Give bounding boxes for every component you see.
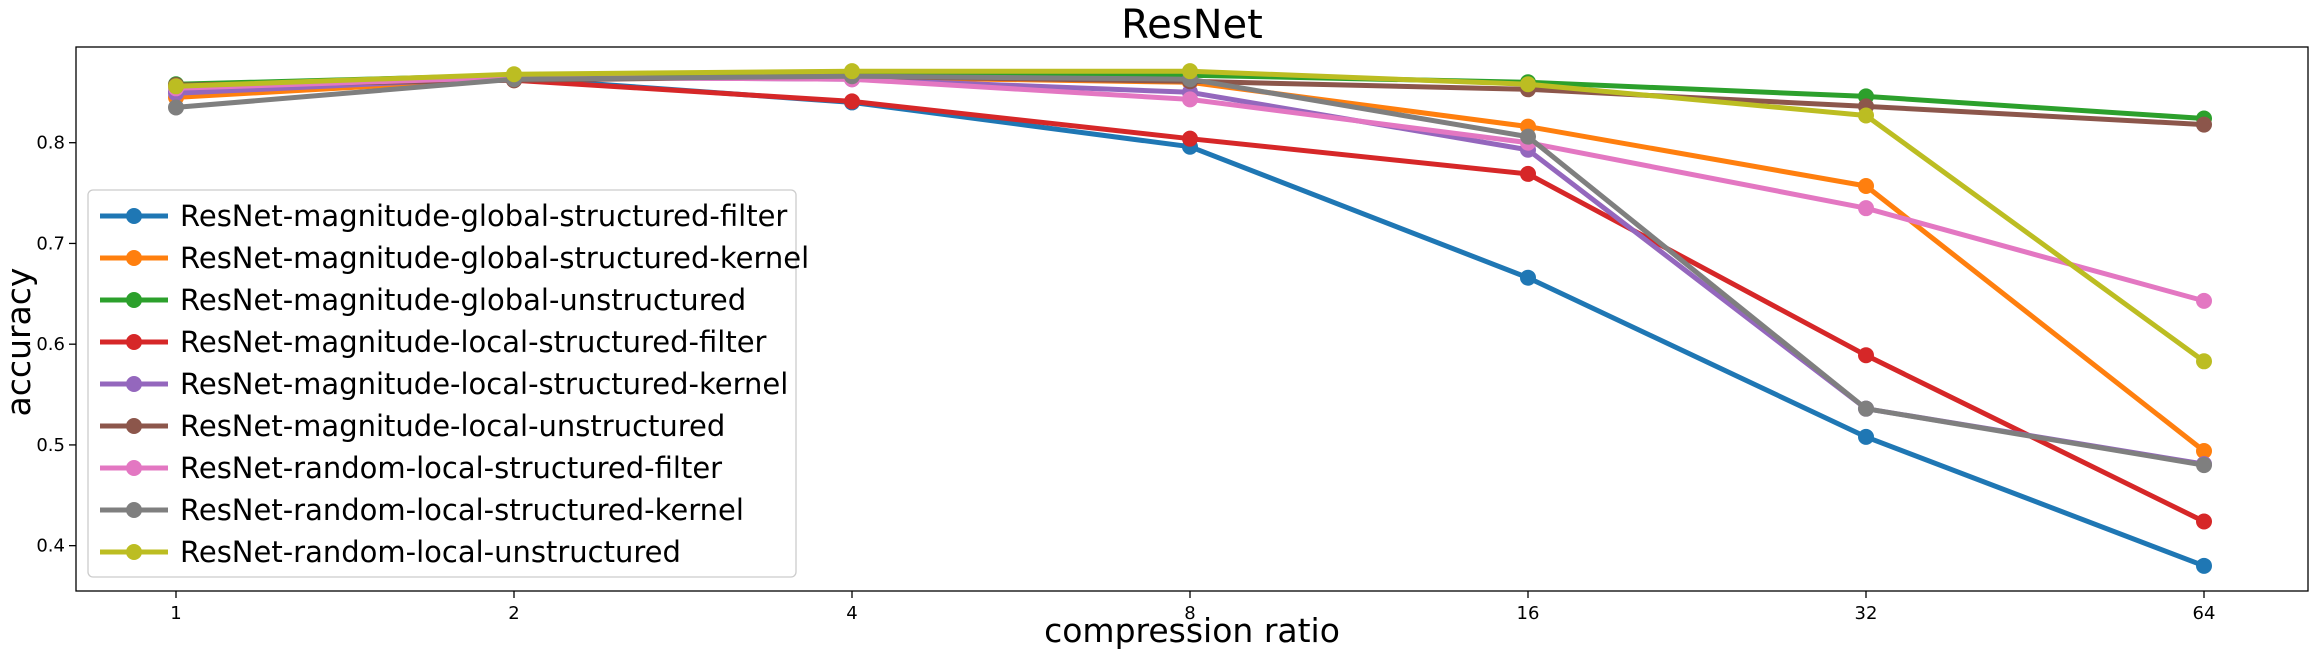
plot-frame (75, 46, 2309, 592)
legend-item: ResNet-magnitude-global-structured-filte… (100, 199, 787, 233)
data-point (1858, 107, 1874, 124)
x-tick-label: 64 (2193, 603, 2216, 624)
data-point (844, 63, 860, 80)
legend-swatch-marker (126, 544, 142, 560)
x-tick-label: 4 (846, 603, 857, 624)
legend-swatch-marker (126, 334, 142, 350)
y-axis-label: accuracy (0, 268, 38, 417)
y-tick-label: 0.5 (36, 435, 65, 456)
data-point (1858, 200, 1874, 217)
x-tick-label: 2 (508, 603, 519, 624)
legend: ResNet-magnitude-global-structured-filte… (87, 189, 809, 578)
legend-swatch-marker (126, 460, 142, 476)
legend-label: ResNet-random-local-structured-filter (180, 451, 722, 485)
data-point (2196, 353, 2212, 370)
series-9 (168, 63, 2212, 370)
data-point (168, 99, 184, 116)
data-point (2196, 116, 2212, 133)
data-point (1520, 128, 1536, 145)
legend-item: ResNet-magnitude-local-unstructured (100, 409, 725, 443)
data-point (1182, 63, 1198, 80)
legend-item: ResNet-random-local-structured-kernel (100, 493, 744, 527)
data-point (1520, 269, 1536, 286)
data-point (1182, 91, 1198, 108)
legend-label: ResNet-magnitude-local-structured-filter (180, 325, 767, 359)
data-point (2196, 292, 2212, 309)
legend-swatch-marker (126, 208, 142, 224)
x-tick-label: 8 (1184, 603, 1195, 624)
data-point (1858, 347, 1874, 364)
legend-swatch-marker (126, 376, 142, 392)
data-point (2196, 442, 2212, 459)
data-point (1182, 130, 1198, 147)
series-lines (168, 63, 2212, 574)
x-axis-label: compression ratio (1044, 611, 1340, 650)
data-point (168, 78, 184, 95)
legend-swatch-marker (126, 502, 142, 518)
legend-swatch-marker (126, 418, 142, 434)
data-point (1520, 165, 1536, 182)
data-point (1858, 400, 1874, 417)
data-point (506, 66, 522, 83)
x-tick-label: 32 (1855, 603, 1878, 624)
legend-item: ResNet-random-local-unstructured (100, 535, 681, 569)
legend-box (87, 189, 797, 578)
legend-label: ResNet-random-local-unstructured (180, 535, 681, 569)
data-point (2196, 557, 2212, 574)
legend-item: ResNet-random-local-structured-filter (100, 451, 722, 485)
legend-label: ResNet-magnitude-local-structured-kernel (180, 367, 788, 401)
data-point (844, 93, 860, 110)
legend-label: ResNet-magnitude-global-structured-filte… (180, 199, 787, 233)
data-point (2196, 513, 2212, 530)
data-point (1858, 428, 1874, 445)
axis-ticks: 1 2 4 8 16 32 64 0.4 0.5 0.6 0.7 0.8 (36, 133, 2215, 624)
legend-swatch-marker (126, 292, 142, 308)
x-tick-label: 1 (170, 603, 181, 624)
y-tick-label: 0.6 (36, 334, 65, 355)
y-tick-label: 0.7 (36, 233, 65, 254)
legend-label: ResNet-magnitude-local-unstructured (180, 409, 725, 443)
legend-label: ResNet-magnitude-global-structured-kerne… (180, 241, 809, 275)
legend-item: ResNet-magnitude-local-structured-filter (100, 325, 767, 359)
legend-item: ResNet-magnitude-global-unstructured (100, 283, 746, 317)
legend-swatch-marker (126, 250, 142, 266)
legend-item: ResNet-magnitude-local-structured-kernel (100, 367, 788, 401)
legend-label: ResNet-magnitude-global-unstructured (180, 283, 746, 317)
data-point (1858, 178, 1874, 195)
x-tick-label: 16 (1517, 603, 1540, 624)
data-point (1520, 76, 1536, 93)
data-point (2196, 457, 2212, 474)
legend-item: ResNet-magnitude-global-structured-kerne… (100, 241, 809, 275)
chart-title: ResNet (1121, 2, 1263, 48)
y-tick-label: 0.8 (36, 133, 65, 154)
y-tick-label: 0.4 (36, 536, 65, 557)
legend-label: ResNet-random-local-structured-kernel (180, 493, 744, 527)
